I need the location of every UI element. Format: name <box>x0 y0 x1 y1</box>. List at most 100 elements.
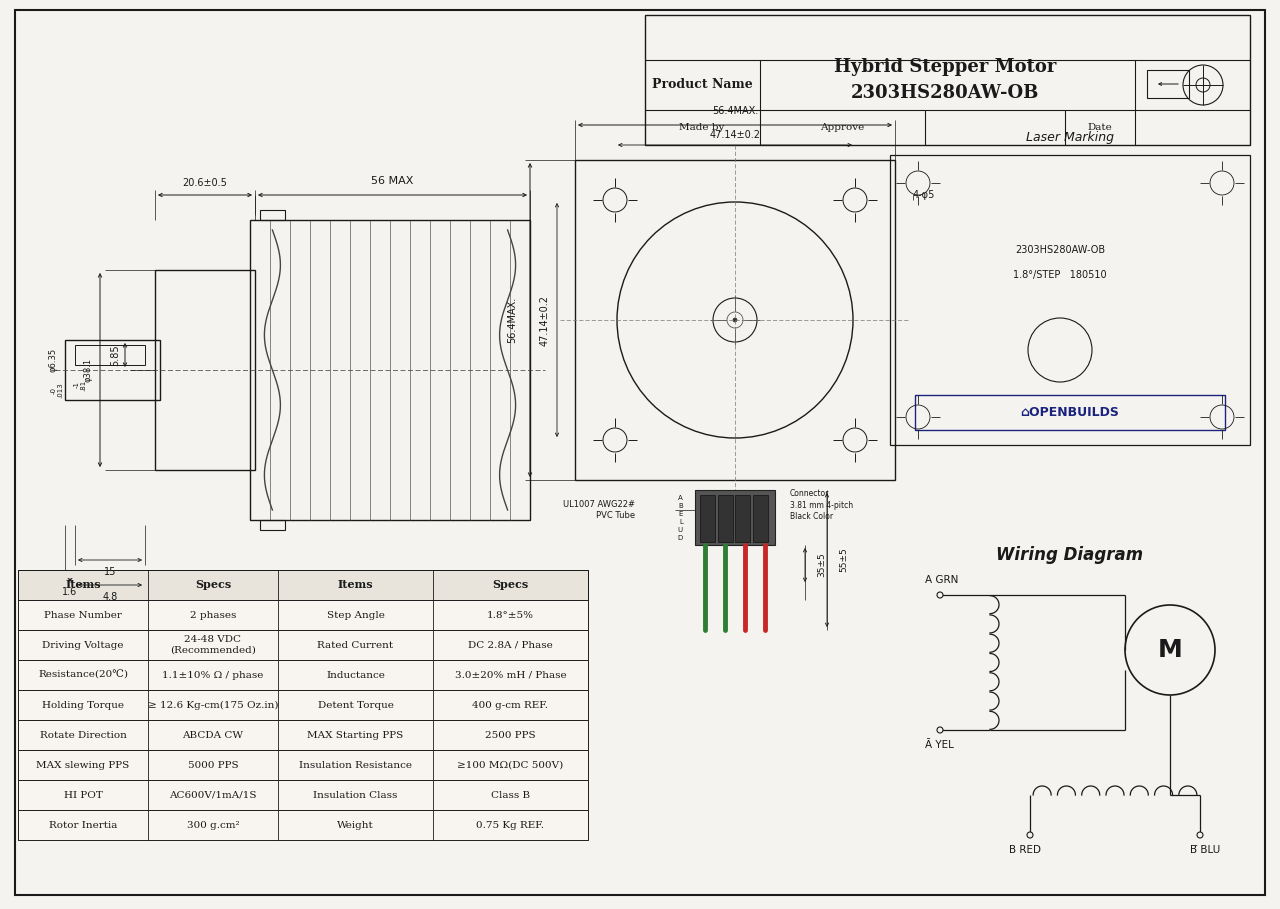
Text: Items: Items <box>338 580 374 591</box>
Text: 1.8°/STEP   180510: 1.8°/STEP 180510 <box>1014 270 1107 280</box>
Text: A: A <box>678 495 684 501</box>
Text: Rotate Direction: Rotate Direction <box>40 731 127 740</box>
Text: ≥100 MΩ(DC 500V): ≥100 MΩ(DC 500V) <box>457 761 563 770</box>
Text: Step Angle: Step Angle <box>326 611 384 620</box>
Bar <box>18 780 588 810</box>
Text: 15: 15 <box>104 567 116 577</box>
Text: B: B <box>678 503 684 509</box>
Text: ⌂OPENBUILDS: ⌂OPENBUILDS <box>1020 406 1120 419</box>
Bar <box>18 720 588 750</box>
Text: Resistance(20℃): Resistance(20℃) <box>38 671 128 680</box>
Text: 3.0±20% mH / Phase: 3.0±20% mH / Phase <box>454 671 566 680</box>
Bar <box>18 660 588 690</box>
Text: HI POT: HI POT <box>64 791 102 800</box>
Text: E: E <box>678 511 684 517</box>
Text: Inductance: Inductance <box>326 671 385 680</box>
Text: DC 2.8A / Phase: DC 2.8A / Phase <box>468 641 553 650</box>
Bar <box>18 750 588 780</box>
Text: Product Name: Product Name <box>652 78 753 92</box>
Text: M: M <box>1157 638 1183 662</box>
Text: -1
.81: -1 .81 <box>73 379 87 391</box>
Text: MAX Starting PPS: MAX Starting PPS <box>307 731 403 740</box>
Text: 5000 PPS: 5000 PPS <box>188 761 238 770</box>
Bar <box>915 395 1225 430</box>
Bar <box>890 155 1251 445</box>
Bar <box>155 270 255 470</box>
Text: Wiring Diagram: Wiring Diagram <box>996 546 1143 564</box>
Text: Date: Date <box>1088 123 1112 132</box>
Text: B̅ BLU: B̅ BLU <box>1190 845 1220 855</box>
Text: 56 MAX: 56 MAX <box>371 176 413 186</box>
Text: 55±5: 55±5 <box>838 547 849 573</box>
Text: ABCDA CW: ABCDA CW <box>183 731 243 740</box>
Text: Class B: Class B <box>492 791 530 800</box>
Text: 0.75 Kg REF.: 0.75 Kg REF. <box>476 821 544 830</box>
Bar <box>735 495 750 542</box>
Text: UL1007 AWG22#
PVC Tube: UL1007 AWG22# PVC Tube <box>563 500 635 520</box>
Text: 56.4MAX.: 56.4MAX. <box>712 106 758 116</box>
Bar <box>260 520 285 530</box>
Bar <box>260 210 285 220</box>
Bar <box>695 490 774 545</box>
Text: φ6.35: φ6.35 <box>49 348 58 372</box>
Text: MAX slewing PPS: MAX slewing PPS <box>36 761 129 770</box>
Bar <box>645 15 1251 145</box>
Text: Holding Torque: Holding Torque <box>42 701 124 710</box>
Bar <box>718 495 732 542</box>
Bar <box>18 810 588 840</box>
Text: Driving Voltage: Driving Voltage <box>42 641 124 650</box>
Text: L: L <box>680 519 684 525</box>
Text: Insulation Resistance: Insulation Resistance <box>300 761 412 770</box>
Bar <box>250 220 530 520</box>
Text: φ38.1: φ38.1 <box>83 358 92 382</box>
Text: Made by: Made by <box>680 123 724 132</box>
Text: Specs: Specs <box>493 580 529 591</box>
Text: Rotor Inertia: Rotor Inertia <box>49 821 118 830</box>
Text: 4.8: 4.8 <box>102 592 118 602</box>
Text: Laser Marking: Laser Marking <box>1027 131 1114 144</box>
Text: Hybrid Stepper Motor
2303HS280AW-OB: Hybrid Stepper Motor 2303HS280AW-OB <box>833 58 1056 102</box>
Text: 400 g-cm REF.: 400 g-cm REF. <box>472 701 549 710</box>
Bar <box>753 495 768 542</box>
Text: Rated Current: Rated Current <box>317 641 393 650</box>
Text: Approve: Approve <box>820 123 864 132</box>
Text: Connector
3.81 mm 4-pitch
Black Color: Connector 3.81 mm 4-pitch Black Color <box>790 489 854 521</box>
Text: Ā YEL: Ā YEL <box>925 740 954 750</box>
Bar <box>65 340 160 400</box>
Bar <box>76 345 145 365</box>
Bar <box>18 570 588 600</box>
Text: 2303HS280AW-OB: 2303HS280AW-OB <box>1015 245 1105 255</box>
Text: Specs: Specs <box>195 580 232 591</box>
Bar <box>18 690 588 720</box>
Bar <box>575 160 895 480</box>
Text: 4-φ5: 4-φ5 <box>913 190 936 200</box>
Text: Weight: Weight <box>337 821 374 830</box>
Bar <box>1147 70 1189 98</box>
Text: 1.1±10% Ω / phase: 1.1±10% Ω / phase <box>163 671 264 680</box>
Text: AC600V/1mA/1S: AC600V/1mA/1S <box>169 791 257 800</box>
Circle shape <box>733 318 737 322</box>
Text: 1.6: 1.6 <box>63 587 78 597</box>
Text: 47.14±0.2: 47.14±0.2 <box>540 295 550 345</box>
Text: Detent Torque: Detent Torque <box>317 701 393 710</box>
Text: 300 g.cm²: 300 g.cm² <box>187 821 239 830</box>
Text: 1.8°±5%: 1.8°±5% <box>486 611 534 620</box>
Text: 2500 PPS: 2500 PPS <box>485 731 536 740</box>
Text: 5.85: 5.85 <box>110 345 120 365</box>
Bar <box>18 630 588 660</box>
Text: D: D <box>677 535 684 541</box>
Text: 24-48 VDC
(Recommended): 24-48 VDC (Recommended) <box>170 635 256 654</box>
Circle shape <box>937 592 943 598</box>
Text: U: U <box>678 527 684 533</box>
Text: Phase Number: Phase Number <box>44 611 122 620</box>
Text: 20.6±0.5: 20.6±0.5 <box>183 178 228 188</box>
Text: ≥ 12.6 Kg-cm(175 Oz.in): ≥ 12.6 Kg-cm(175 Oz.in) <box>147 701 278 710</box>
Text: A GRN: A GRN <box>925 575 959 585</box>
Circle shape <box>937 727 943 733</box>
Text: Insulation Class: Insulation Class <box>314 791 398 800</box>
Circle shape <box>1197 832 1203 838</box>
Text: 56.4MAX.: 56.4MAX. <box>507 297 517 343</box>
Text: 47.14±0.2: 47.14±0.2 <box>709 130 760 140</box>
Bar <box>700 495 716 542</box>
Bar <box>18 600 588 630</box>
